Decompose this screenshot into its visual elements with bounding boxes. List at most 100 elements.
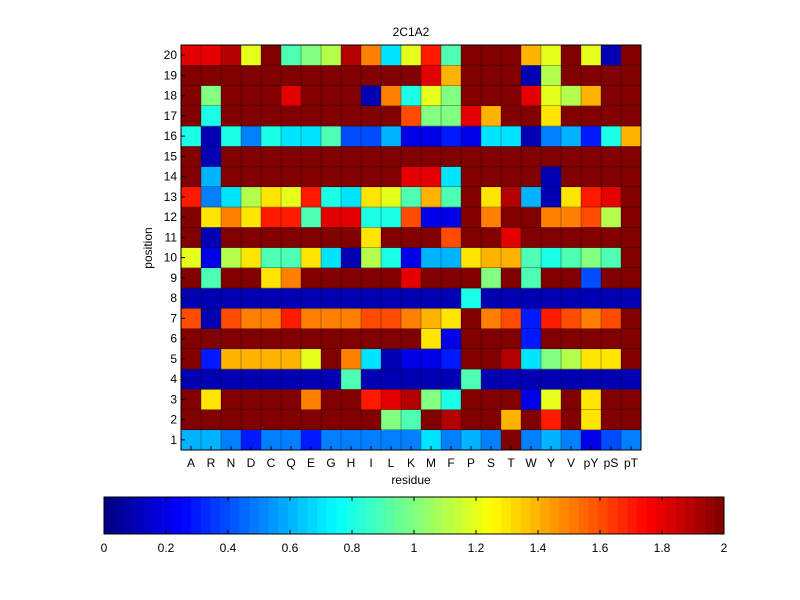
heatmap-cell xyxy=(621,45,642,66)
heatmap-cell xyxy=(561,45,582,66)
x-tick-label: Q xyxy=(286,456,295,470)
heatmap-cell xyxy=(441,308,462,329)
heatmap-cell xyxy=(561,105,582,127)
heatmap-cell xyxy=(341,146,362,167)
heatmap-cell xyxy=(581,45,602,66)
heatmap-cell xyxy=(201,45,222,66)
heatmap-cell xyxy=(601,45,622,66)
heatmap-cell xyxy=(341,348,362,370)
x-tick-label: C xyxy=(267,456,276,470)
colorbar-segment xyxy=(394,497,405,534)
heatmap-cell xyxy=(461,146,482,167)
colorbar-segment xyxy=(549,497,560,534)
heatmap-cell xyxy=(481,409,502,431)
heatmap-cell xyxy=(481,288,502,309)
heatmap-cell xyxy=(301,166,322,188)
heatmap-cell xyxy=(401,429,422,451)
heatmap-cell xyxy=(601,207,622,228)
colorbar-segment xyxy=(646,497,657,534)
heatmap-cell xyxy=(341,227,362,248)
heatmap-cell xyxy=(461,207,482,228)
heatmap-cell xyxy=(381,247,402,269)
heatmap-cell xyxy=(441,85,462,107)
heatmap-cell xyxy=(241,348,262,370)
heatmap-cell xyxy=(361,267,382,289)
heatmap-cell xyxy=(381,409,402,431)
heatmap-cell xyxy=(241,166,262,188)
heatmap-cell xyxy=(381,166,402,188)
heatmap-cell xyxy=(581,389,602,410)
heatmap-cell xyxy=(321,227,342,248)
heatmap-cell xyxy=(341,409,362,431)
heatmap-cell xyxy=(221,146,242,167)
x-tick-label: M xyxy=(426,456,436,470)
heatmap-cell xyxy=(621,166,642,188)
heatmap-cell xyxy=(341,389,362,410)
heatmap-cell xyxy=(461,348,482,370)
heatmap-cell xyxy=(181,227,202,248)
colorbar-segment xyxy=(384,497,395,534)
heatmap-cell xyxy=(561,409,582,431)
heatmap-cell xyxy=(481,65,502,86)
colorbar-segment xyxy=(539,497,550,534)
heatmap-cell xyxy=(261,409,282,431)
heatmap-cell xyxy=(321,288,342,309)
heatmap-cell xyxy=(581,348,602,370)
heatmap-cell xyxy=(221,105,242,127)
heatmap-cell xyxy=(381,85,402,107)
heatmap-cell xyxy=(501,409,522,431)
heatmap-cell xyxy=(341,45,362,66)
heatmap-cell xyxy=(421,166,442,188)
heatmap-cell xyxy=(321,85,342,107)
heatmap-cell xyxy=(421,65,442,86)
colorbar-segment xyxy=(375,497,386,534)
colorbar-segment xyxy=(191,497,202,534)
heatmap-cell xyxy=(281,45,302,66)
heatmap-cell xyxy=(461,227,482,248)
heatmap-cell xyxy=(561,429,582,451)
heatmap-cell xyxy=(601,288,622,309)
heatmap-cell xyxy=(601,126,622,147)
heatmap-cell xyxy=(481,186,502,208)
heatmap-cell xyxy=(481,348,502,370)
heatmap-cell xyxy=(361,308,382,329)
heatmap-cell xyxy=(381,267,402,289)
heatmap-cell xyxy=(441,409,462,431)
heatmap-cell xyxy=(561,267,582,289)
heatmap-cell xyxy=(221,247,242,269)
heatmap-cell xyxy=(361,328,382,350)
x-tick-label: P xyxy=(467,456,475,470)
heatmap-cell xyxy=(201,429,222,451)
heatmap-cell xyxy=(381,126,402,147)
heatmap-cell xyxy=(601,369,622,390)
heatmap-cell xyxy=(461,288,482,309)
heatmap-cell xyxy=(261,146,282,167)
heatmap-cell xyxy=(561,288,582,309)
heatmap-cell xyxy=(621,308,642,329)
heatmap-cell xyxy=(241,328,262,350)
heatmap-cell xyxy=(301,45,322,66)
heatmap-cell xyxy=(261,348,282,370)
heatmap-cell xyxy=(421,409,442,431)
x-tick-label: V xyxy=(567,456,575,470)
heatmap-cell xyxy=(241,389,262,410)
heatmap-cell xyxy=(521,369,542,390)
heatmap-cell xyxy=(441,267,462,289)
heatmap-cell xyxy=(181,348,202,370)
heatmap-cell xyxy=(201,389,222,410)
heatmap-cell xyxy=(521,288,542,309)
colorbar-tick-label: 1.8 xyxy=(654,541,671,555)
heatmap-cell xyxy=(501,308,522,329)
heatmap-cell xyxy=(421,227,442,248)
heatmap-cell xyxy=(581,186,602,208)
heatmap-cell xyxy=(541,409,562,431)
heatmap-cell xyxy=(281,369,302,390)
heatmap-cell xyxy=(221,166,242,188)
heatmap-cell xyxy=(181,409,202,431)
heatmap-cell xyxy=(201,288,222,309)
heatmap-cell xyxy=(201,207,222,228)
colorbar-segment xyxy=(365,497,376,534)
colorbar-tick-label: 0.8 xyxy=(344,541,361,555)
heatmap-cell xyxy=(181,369,202,390)
